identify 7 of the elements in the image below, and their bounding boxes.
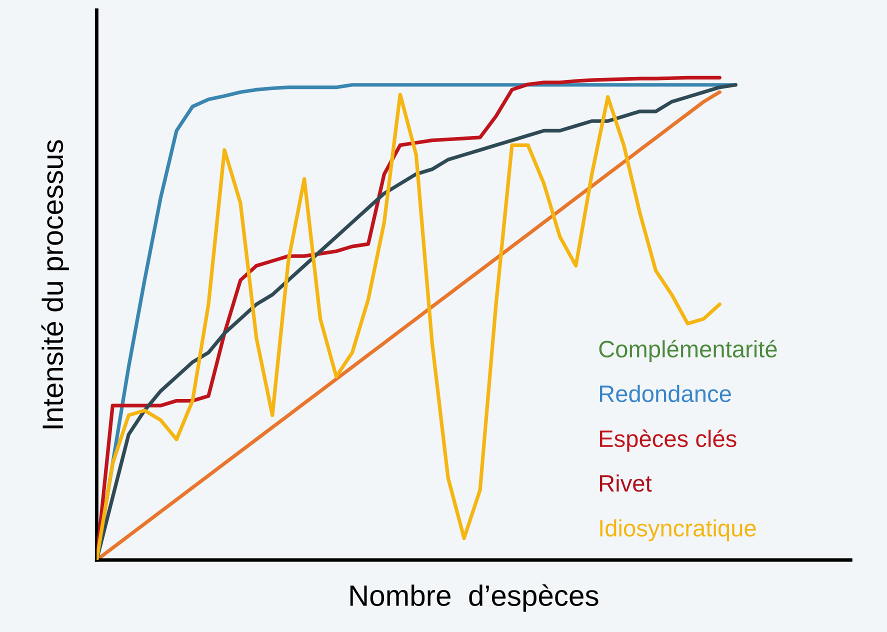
y-axis-title: Intensité du processus bbox=[41, 140, 69, 428]
annotation: Idiosyncratique bbox=[600, 519, 756, 542]
annotation: Rivet bbox=[600, 474, 652, 492]
annotation: Complémentarité bbox=[599, 340, 777, 362]
annotation: Redondance bbox=[600, 384, 731, 402]
x-axis-title: Nombre d’espèces bbox=[350, 584, 598, 612]
annotation: Espèces clés bbox=[600, 429, 736, 452]
